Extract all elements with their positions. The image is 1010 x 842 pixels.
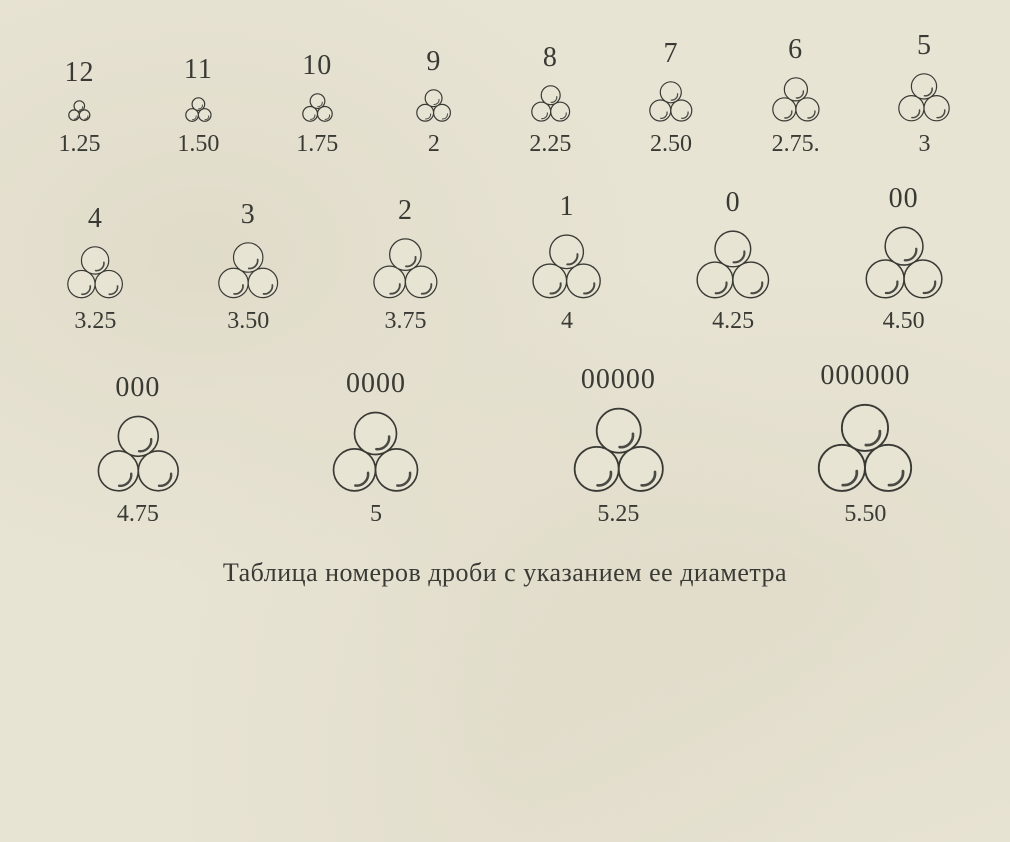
shot-size-label: 5 bbox=[917, 30, 932, 62]
chart-cell: 2 3.75 bbox=[372, 195, 439, 335]
pellet-cluster-icon bbox=[816, 402, 914, 494]
pellet-cluster bbox=[67, 99, 92, 122]
chart-cell: 10 1.75 bbox=[296, 50, 338, 158]
pellet-cluster-icon bbox=[771, 76, 821, 123]
chart-cell: 7 2.50 bbox=[648, 38, 694, 158]
shot-diameter-label: 2 bbox=[428, 131, 440, 158]
chart-row: 000 4.75 0000 5 00000 bbox=[20, 360, 990, 529]
shot-diameter-label: 5.50 bbox=[844, 501, 886, 528]
pellet-cluster bbox=[648, 80, 694, 123]
shot-size-label: 000000 bbox=[820, 360, 910, 392]
shot-diameter-label: 5 bbox=[370, 501, 382, 528]
shot-size-label: 000 bbox=[115, 372, 160, 404]
chart-cell: 6 2.75. bbox=[771, 34, 821, 158]
pellet-cluster-icon bbox=[897, 72, 951, 123]
chart-cell: 8 2.25 bbox=[529, 42, 571, 158]
shot-diameter-label: 3.50 bbox=[227, 308, 269, 335]
shot-size-label: 00 bbox=[889, 183, 919, 215]
pellet-cluster bbox=[816, 402, 914, 494]
chart-cell: 5 3 bbox=[897, 30, 951, 158]
shot-size-label: 0 bbox=[726, 187, 741, 219]
shot-diameter-label: 1.25 bbox=[58, 131, 100, 158]
pellet-cluster-icon bbox=[415, 88, 452, 123]
pellet-cluster-icon bbox=[695, 229, 771, 300]
shot-diameter-label: 1.75 bbox=[296, 131, 338, 158]
chart-caption: Таблица номеров дроби с указанием ее диа… bbox=[20, 558, 990, 588]
pellet-cluster bbox=[531, 233, 602, 300]
shot-size-label: 2 bbox=[398, 195, 413, 227]
shot-diameter-label: 2.25 bbox=[529, 131, 571, 158]
shot-diameter-label: 4.50 bbox=[883, 308, 925, 335]
chart-cell: 000000 5.50 bbox=[816, 360, 914, 529]
shot-diameter-label: 4 bbox=[561, 308, 573, 335]
pellet-cluster-icon bbox=[67, 99, 92, 122]
chart-cell: 11 1.50 bbox=[177, 54, 219, 158]
pellet-cluster bbox=[695, 229, 771, 300]
shot-diameter-label: 4.75 bbox=[117, 501, 159, 528]
shot-size-label: 7 bbox=[664, 38, 679, 70]
pellet-cluster-icon bbox=[864, 225, 944, 300]
pellet-cluster bbox=[301, 92, 334, 123]
pellet-cluster bbox=[96, 414, 181, 493]
shot-diameter-label: 3 bbox=[918, 131, 930, 158]
chart-cell: 3 3.50 bbox=[217, 199, 279, 334]
shot-diameter-label: 2.50 bbox=[650, 131, 692, 158]
chart-cell: 4 3.25 bbox=[66, 203, 124, 335]
pellet-cluster bbox=[572, 406, 665, 494]
pellet-cluster bbox=[66, 245, 124, 300]
shot-size-label: 8 bbox=[543, 42, 558, 74]
chart-cell: 00000 5.25 bbox=[572, 364, 665, 529]
shot-size-label: 10 bbox=[302, 50, 332, 82]
chart-row: 4 3.25 3 3.50 2 bbox=[20, 183, 990, 335]
pellet-cluster-icon bbox=[372, 237, 439, 300]
chart-cell: 00 4.50 bbox=[864, 183, 944, 335]
pellet-cluster-icon bbox=[331, 410, 420, 493]
shot-size-label: 12 bbox=[64, 57, 94, 89]
shot-size-label: 11 bbox=[184, 54, 213, 86]
chart-cell: 9 2 bbox=[415, 46, 452, 158]
pellet-cluster bbox=[864, 225, 944, 300]
shot-diameter-label: 3.25 bbox=[74, 308, 116, 335]
chart-row: 12 1.25 11 1.50 10 bbox=[20, 30, 990, 158]
shot-diameter-label: 1.50 bbox=[177, 131, 219, 158]
pellet-cluster bbox=[897, 72, 951, 123]
pellet-cluster bbox=[331, 410, 420, 493]
pellet-cluster-icon bbox=[184, 96, 213, 123]
pellet-cluster bbox=[771, 76, 821, 123]
shot-diameter-label: 2.75. bbox=[772, 131, 820, 158]
shot-size-chart: 12 1.2511 1.5010 bbox=[20, 30, 990, 528]
pellet-cluster-icon bbox=[530, 84, 571, 123]
pellet-cluster bbox=[415, 88, 452, 123]
pellet-cluster-icon bbox=[648, 80, 694, 123]
chart-cell: 000 4.75 bbox=[96, 372, 181, 528]
shot-size-label: 00000 bbox=[581, 364, 656, 396]
shot-size-label: 3 bbox=[241, 199, 256, 231]
shot-size-label: 9 bbox=[426, 46, 441, 78]
shot-size-label: 1 bbox=[560, 191, 575, 223]
shot-size-label: 4 bbox=[88, 203, 103, 235]
shot-diameter-label: 3.75 bbox=[384, 308, 426, 335]
pellet-cluster-icon bbox=[96, 414, 181, 493]
shot-diameter-label: 5.25 bbox=[597, 501, 639, 528]
pellet-cluster-icon bbox=[572, 406, 665, 494]
pellet-cluster bbox=[372, 237, 439, 300]
shot-size-label: 0000 bbox=[346, 368, 406, 400]
pellet-cluster bbox=[217, 241, 279, 299]
pellet-cluster bbox=[184, 96, 213, 123]
chart-cell: 0000 5 bbox=[331, 368, 420, 528]
chart-cell: 1 4 bbox=[531, 191, 602, 335]
shot-size-label: 6 bbox=[788, 34, 803, 66]
pellet-cluster-icon bbox=[531, 233, 602, 300]
chart-cell: 12 1.25 bbox=[58, 57, 100, 157]
pellet-cluster-icon bbox=[217, 241, 279, 299]
pellet-cluster-icon bbox=[66, 245, 124, 300]
chart-cell: 0 4.25 bbox=[695, 187, 771, 335]
shot-diameter-label: 4.25 bbox=[712, 308, 754, 335]
pellet-cluster-icon bbox=[301, 92, 334, 123]
pellet-cluster bbox=[530, 84, 571, 123]
